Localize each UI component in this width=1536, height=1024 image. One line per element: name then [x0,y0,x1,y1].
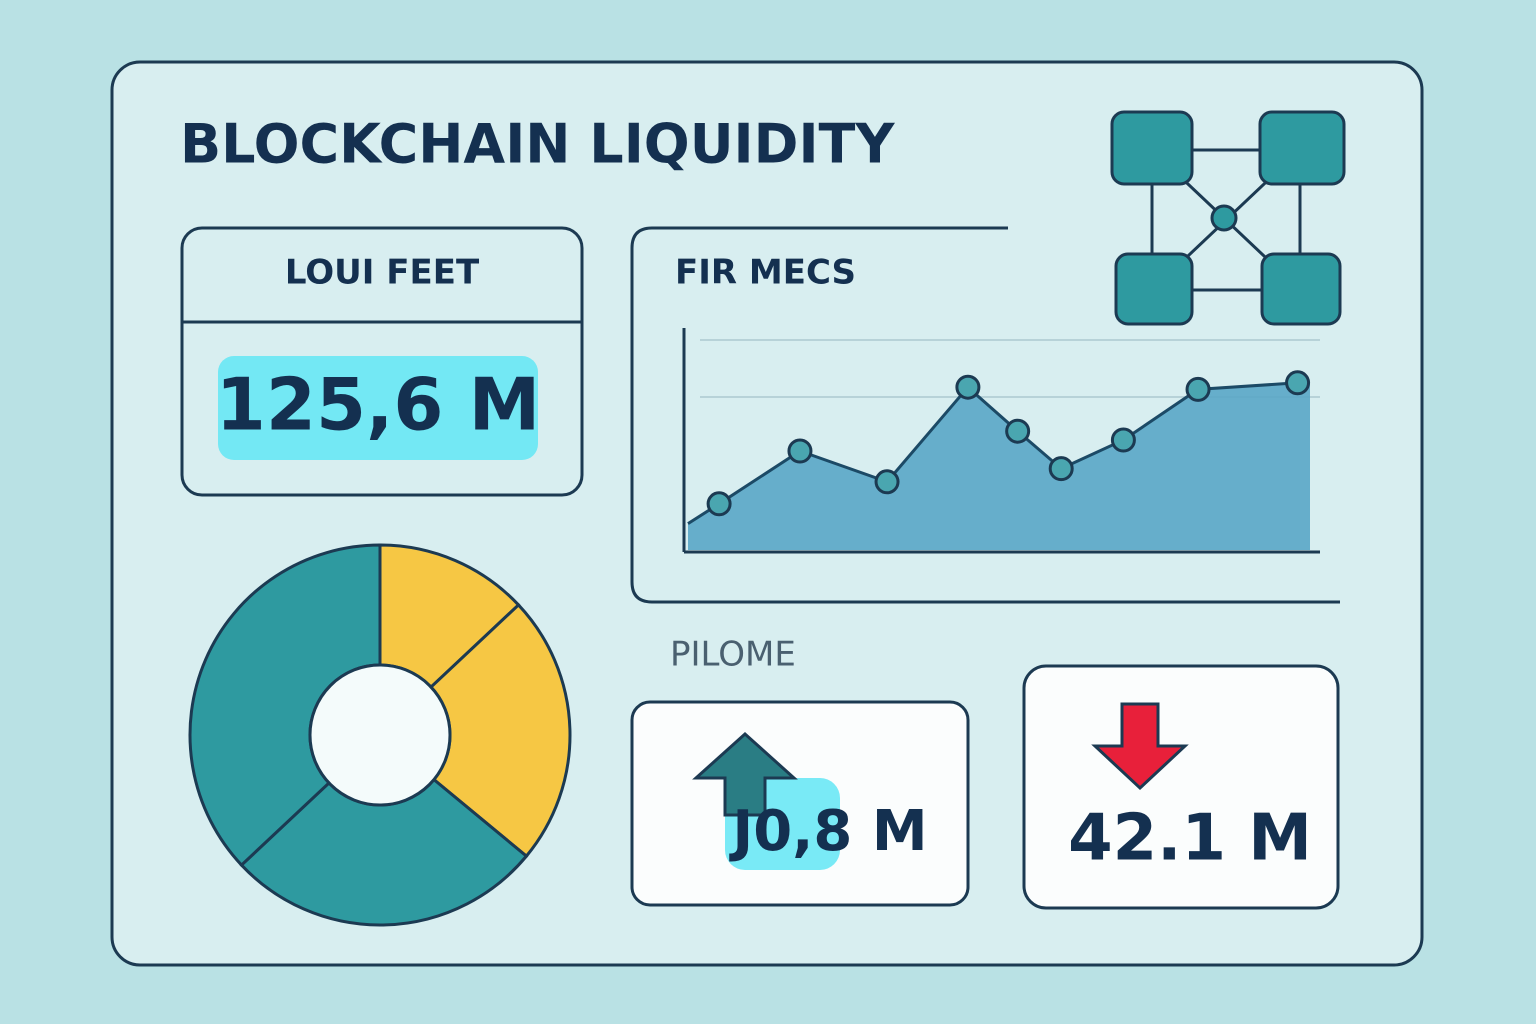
down-arrow [1091,702,1189,791]
data-point [1185,376,1211,402]
data-point [1005,418,1031,444]
card-value: 125,6 M [216,363,540,447]
data-point [706,491,732,517]
data-point [787,438,813,464]
network-icon [1110,110,1346,326]
metrics-panel-frame [630,226,1340,604]
title: BLOCKCHAIN LIQUIDITY [180,113,895,176]
metrics-title: FIR MECS [675,253,856,293]
data-point [1285,370,1311,396]
value-highlight [218,356,538,460]
donut-chart [188,543,572,927]
card-label: LOUI FEET [285,253,480,293]
data-point [1110,427,1136,453]
section-label: PILOME [670,635,796,675]
flow-value: J0,8 M [728,799,927,864]
area-line [687,381,1298,525]
flow-value: 42.1 M [1068,802,1312,876]
donut-hole [308,663,452,807]
data-point [874,469,900,495]
area-fill [688,382,1310,550]
data-point [1048,456,1074,482]
up-arrow [692,731,798,817]
flow-card [1022,664,1340,910]
area-chart [687,370,1311,550]
data-point [955,374,981,400]
